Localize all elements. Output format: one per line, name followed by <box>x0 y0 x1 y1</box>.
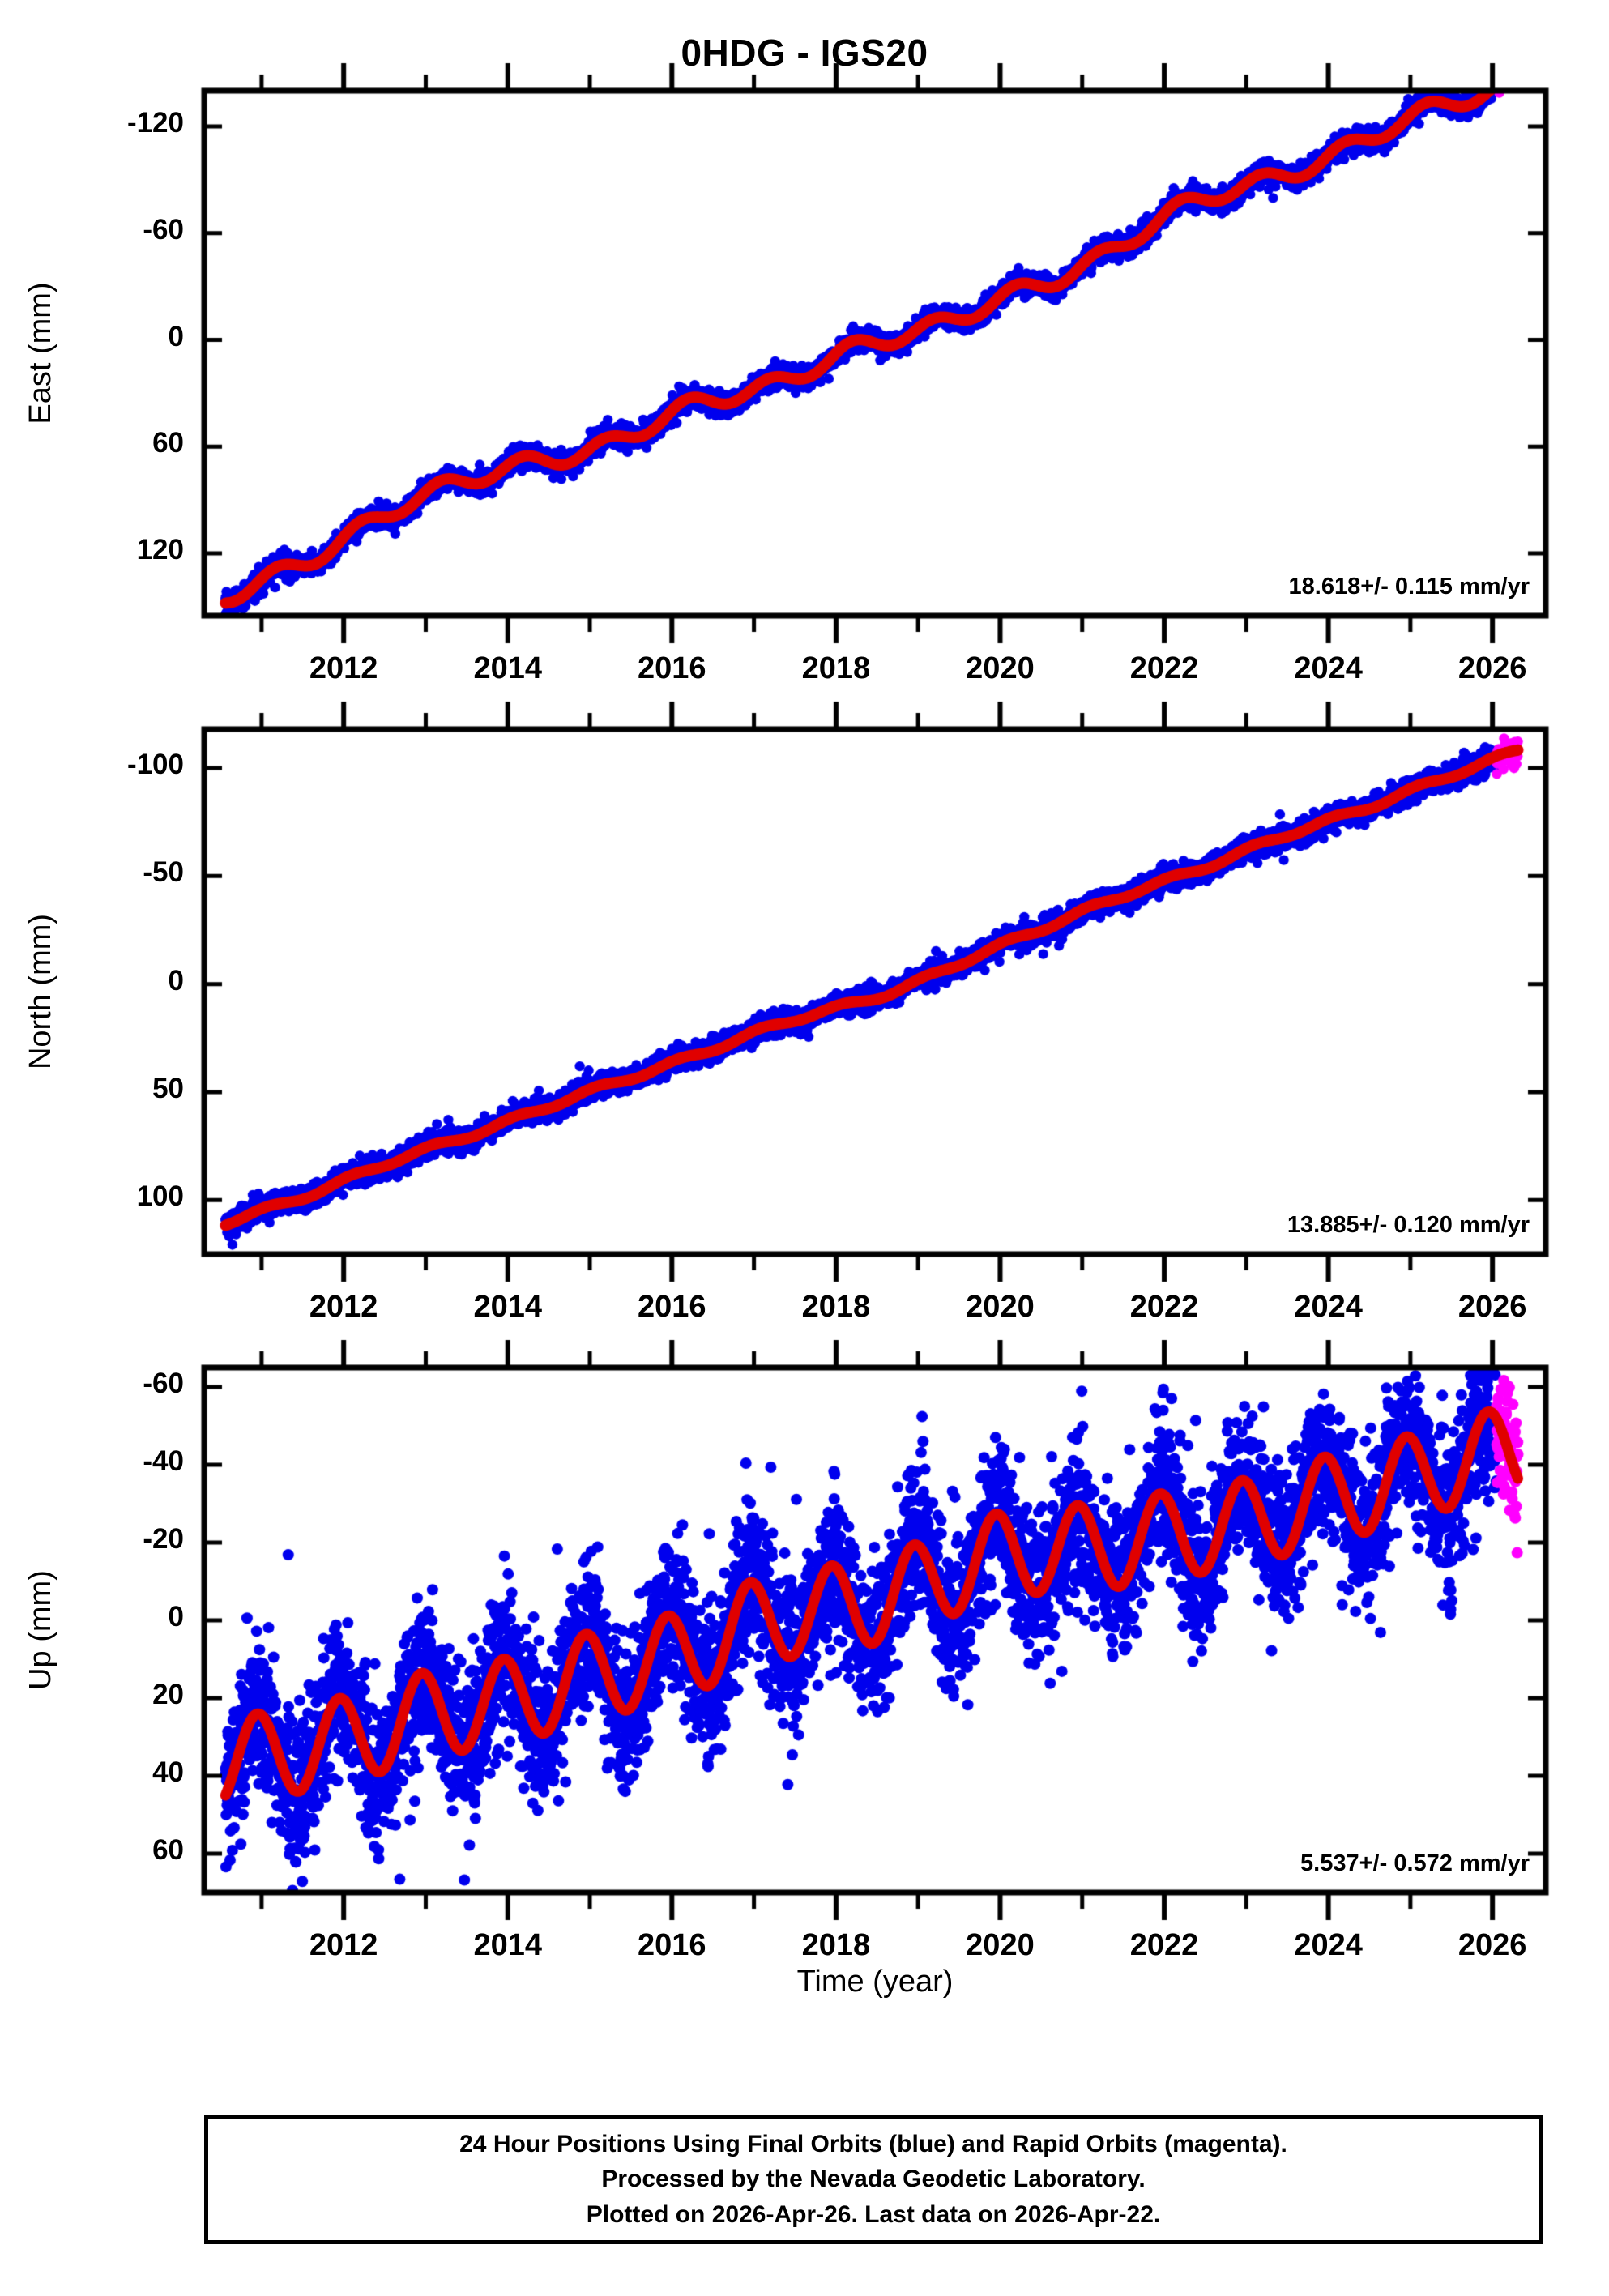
caption-line-2: Processed by the Nevada Geodetic Laborat… <box>601 2166 1146 2193</box>
y-tick-label-up-1: 40 <box>152 1756 184 1788</box>
x-tick-label-east-3: 2018 <box>801 651 871 685</box>
x-tick-label-east-0: 2012 <box>309 651 378 685</box>
x-tick-label-east-6: 2024 <box>1294 651 1363 685</box>
rate-annotation-north: 13.885+/- 0.120 mm/yr <box>1287 1212 1530 1238</box>
caption-line-3: Plotted on 2026-Apr-26. Last data on 202… <box>586 2200 1161 2228</box>
x-tick-label-up-5: 2022 <box>1129 1928 1199 1962</box>
x-tick-label-up-0: 2012 <box>309 1928 378 1962</box>
y-tick-label-up-0: 60 <box>152 1834 184 1866</box>
y-tick-label-east-4: -120 <box>126 106 184 139</box>
y-tick-label-east-3: -60 <box>143 213 184 245</box>
caption-line-1: 24 Hour Positions Using Final Orbits (bl… <box>459 2130 1287 2157</box>
y-tick-label-east-1: 60 <box>152 427 184 459</box>
y-tick-label-east-0: 120 <box>136 534 184 566</box>
x-tick-label-up-1: 2014 <box>473 1928 543 1962</box>
x-tick-label-up-7: 2026 <box>1457 1928 1527 1962</box>
rate-annotation-up: 5.537+/- 0.572 mm/yr <box>1300 1850 1530 1876</box>
y-tick-label-east-2: 0 <box>168 320 184 352</box>
rate-annotation-east: 18.618+/- 0.115 mm/yr <box>1288 574 1530 600</box>
x-tick-label-up-2: 2016 <box>638 1928 706 1962</box>
x-tick-label-north-6: 2024 <box>1294 1290 1363 1324</box>
y-tick-label-up-3: 0 <box>168 1601 184 1632</box>
x-tick-label-east-1: 2014 <box>473 651 543 685</box>
y-tick-label-north-3: -50 <box>143 856 184 889</box>
x-tick-label-north-4: 2020 <box>966 1290 1035 1324</box>
y-tick-label-north-0: 100 <box>136 1180 184 1213</box>
y-axis-label-east: East (mm) <box>23 282 58 425</box>
caption-box: 24 Hour Positions Using Final Orbits (bl… <box>204 2115 1543 2244</box>
x-tick-label-north-3: 2018 <box>801 1290 871 1324</box>
y-tick-label-north-2: 0 <box>168 964 184 996</box>
x-tick-label-east-2: 2016 <box>638 651 706 685</box>
x-tick-label-east-5: 2022 <box>1129 651 1199 685</box>
y-tick-label-north-1: 50 <box>152 1073 184 1104</box>
x-tick-label-north-2: 2016 <box>638 1290 706 1324</box>
y-tick-label-up-2: 20 <box>152 1679 184 1710</box>
x-tick-label-east-4: 2020 <box>966 651 1035 685</box>
x-tick-label-north-7: 2026 <box>1457 1290 1527 1324</box>
x-tick-label-north-1: 2014 <box>473 1290 543 1324</box>
y-tick-label-up-5: -40 <box>143 1445 184 1477</box>
x-tick-label-up-6: 2024 <box>1294 1928 1363 1962</box>
x-tick-label-up-4: 2020 <box>966 1928 1035 1962</box>
x-tick-label-north-0: 2012 <box>309 1290 378 1324</box>
x-tick-label-north-5: 2022 <box>1129 1290 1199 1324</box>
y-tick-label-up-6: -60 <box>143 1368 184 1399</box>
y-tick-label-north-4: -100 <box>126 749 184 780</box>
x-axis-label: Time (year) <box>796 1965 954 1999</box>
x-tick-label-up-3: 2018 <box>801 1928 871 1962</box>
x-tick-label-east-7: 2026 <box>1457 651 1527 685</box>
y-tick-label-up-4: -20 <box>143 1523 184 1555</box>
page-title: 0HDG - IGS20 <box>681 32 928 74</box>
